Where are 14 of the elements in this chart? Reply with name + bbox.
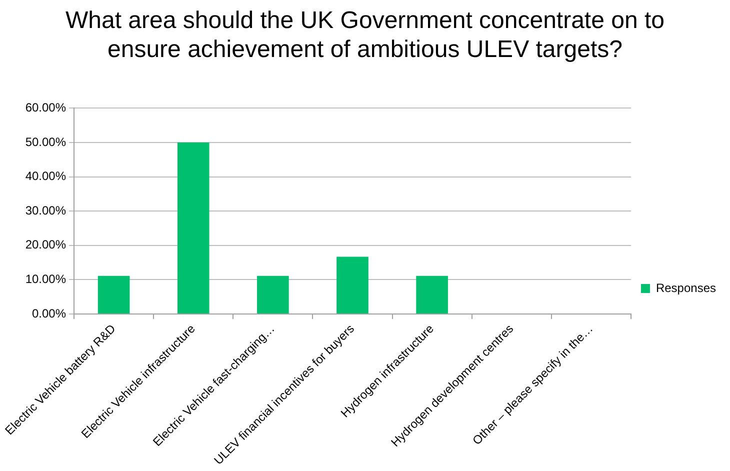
y-tick-label: 0.00% <box>32 306 66 320</box>
y-tick-label: 20.00% <box>25 238 66 252</box>
bar <box>416 276 448 314</box>
y-tick-label: 10.00% <box>25 272 66 286</box>
y-tick-label: 60.00% <box>25 100 66 115</box>
bar <box>177 142 210 314</box>
legend-label: Responses <box>656 280 716 295</box>
bar <box>98 276 130 314</box>
y-tick-label: 40.00% <box>25 169 66 184</box>
y-tick-label: 50.00% <box>25 134 66 149</box>
chart-title: What area should the UK Government concentrate on to ensure achievement of ambitious ULEV targets? <box>65 6 665 65</box>
bar <box>336 256 368 314</box>
bar <box>257 276 289 314</box>
y-tick-label: 30.00% <box>25 203 66 218</box>
